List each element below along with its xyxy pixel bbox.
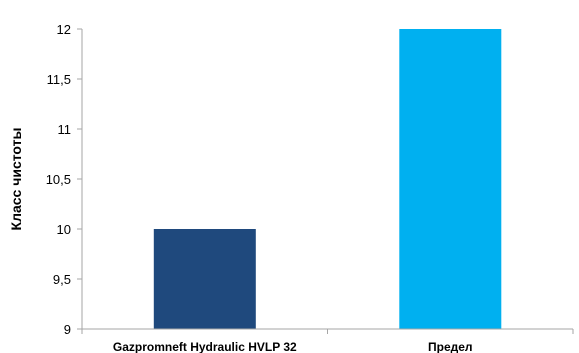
x-tick-label-2: Предел [428,340,473,353]
y-axis-title: Класс чистоты [8,128,24,231]
y-tick-label-2: 9,5 [53,272,71,287]
y-tick-label-6: 11,5 [47,72,71,87]
y-tick-label-3: 10 [57,222,71,237]
y-tick-label-1: 9 [64,322,71,337]
y-tick-label-4: 10,5 [46,172,71,187]
plot-area: Gazpromneft Hydraulic HVLP 32 Предел 9 9,5 1… [46,22,574,353]
y-tick-label-5: 11 [58,122,72,137]
x-tick-label-1: Gazpromneft Hydraulic HVLP 32 [113,340,297,353]
bar-2 [399,29,502,329]
y-tick-label-7: 12 [57,22,71,37]
bar-1 [153,229,256,329]
